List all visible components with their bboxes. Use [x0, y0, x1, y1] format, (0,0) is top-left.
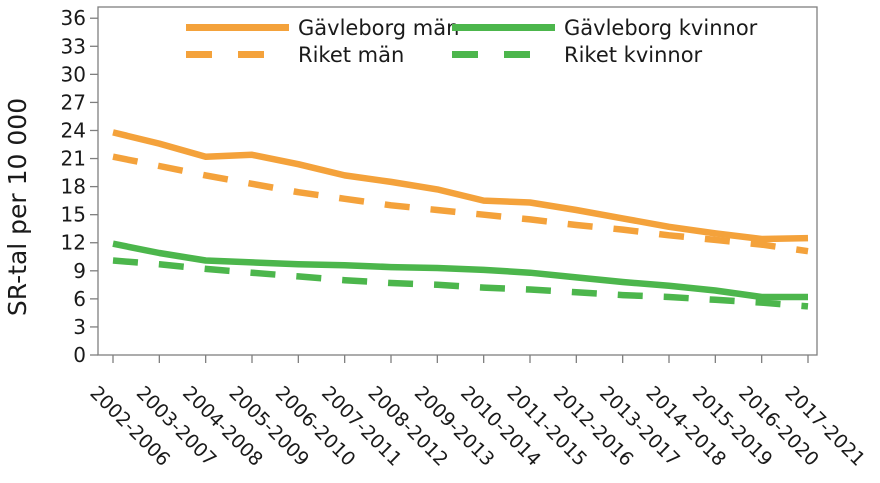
y-axis-title: SR-tal per 10 000 [3, 98, 32, 316]
y-tick-label: 12 [61, 231, 86, 255]
series-line-g-vleborg-m-n [112, 129, 809, 243]
y-tick-label: 27 [61, 90, 86, 114]
y-tick-label: 30 [61, 62, 86, 86]
plot-frame [97, 6, 818, 356]
y-tick-label: 36 [61, 6, 86, 30]
series-line-riket-m-n [112, 153, 809, 255]
y-tick-label: 21 [61, 147, 86, 171]
y-tick-label: 6 [73, 287, 86, 311]
legend-label: Gävleborg män [298, 16, 459, 40]
y-tick-label: 18 [61, 175, 86, 199]
series-line-g-vleborg-kvinnor [112, 240, 808, 301]
y-tick-label: 3 [73, 315, 86, 339]
series-line-riket-kvinnor [112, 257, 809, 310]
y-tick-label: 33 [61, 34, 86, 58]
legend-label: Riket män [298, 43, 404, 67]
y-tick-label: 9 [73, 259, 86, 283]
y-tick-label: 24 [61, 118, 86, 142]
legend-label: Riket kvinnor [564, 43, 703, 67]
legend-label: Gävleborg kvinnor [564, 16, 758, 40]
y-tick-label: 15 [61, 203, 86, 227]
y-tick-label: 0 [73, 343, 86, 367]
plot-area: 03691215182124273033362002-20062003-2007… [61, 6, 870, 471]
